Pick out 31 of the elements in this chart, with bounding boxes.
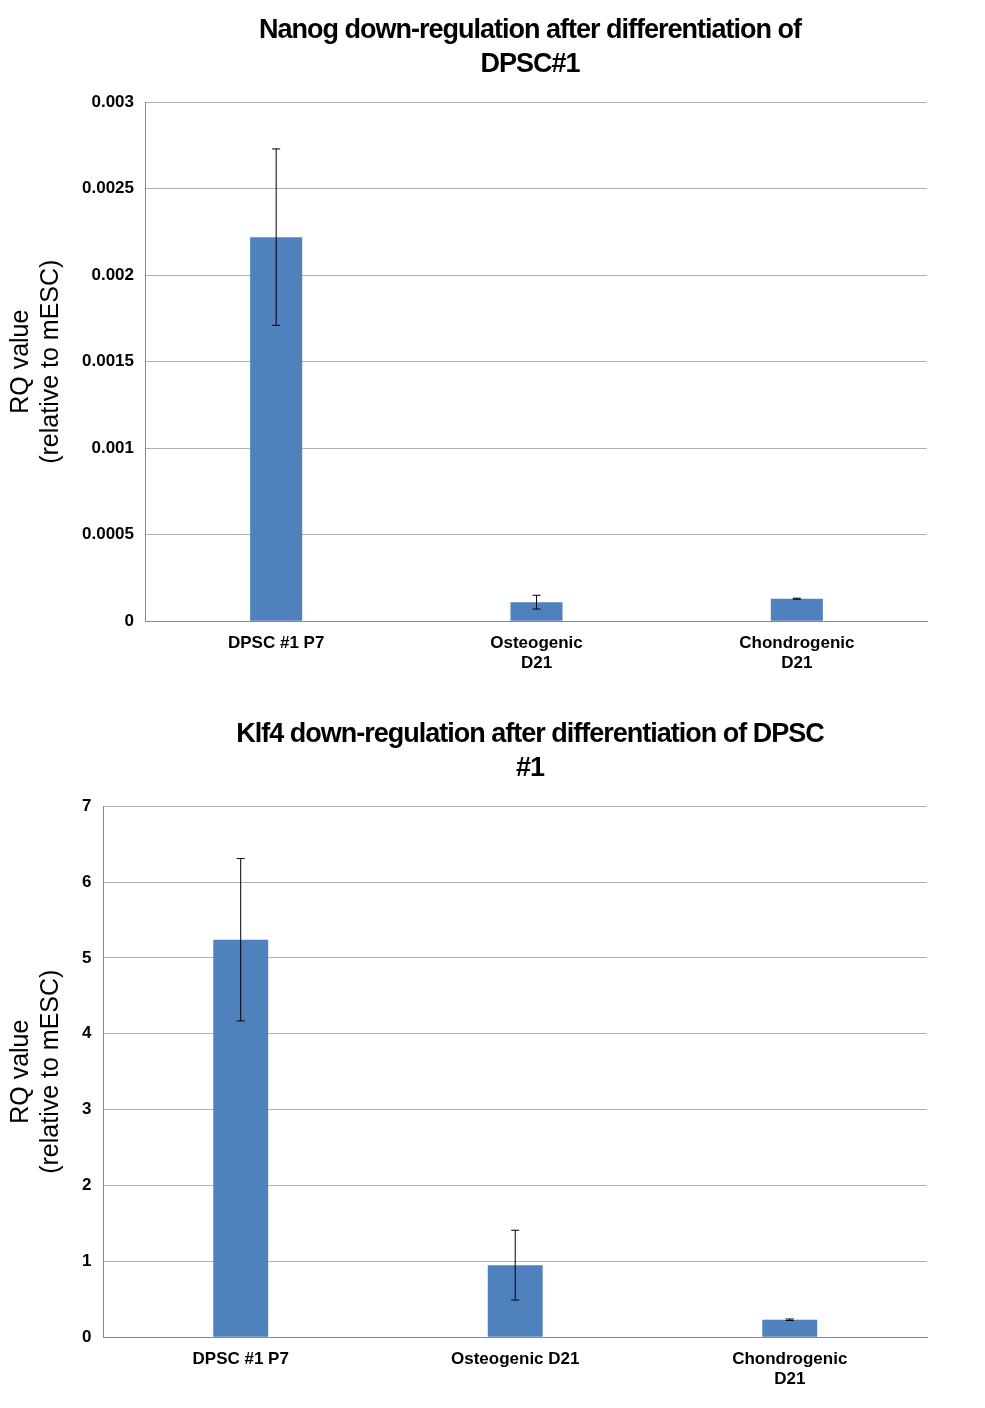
- y-tick-label: 3: [81, 1099, 92, 1119]
- chart-title: Nanog down-regulation after differentiation of DPSC#1: [258, 13, 803, 80]
- y-tick-label: 4: [81, 1023, 92, 1043]
- bar: [487, 1265, 543, 1337]
- y-tick-label: 0.003: [91, 91, 134, 111]
- bar: [250, 237, 303, 621]
- chart-title: Klf4 down-regulation after differentiation of DPSC #1: [235, 717, 825, 784]
- y-axis-title: RQ value (relative to mESC): [4, 969, 63, 1174]
- bar: [213, 939, 269, 1337]
- x-tick-label: Chondrogenic D21: [739, 633, 855, 673]
- y-tick-label: 0: [124, 610, 134, 630]
- y-tick-label: 1: [81, 1251, 92, 1271]
- x-tick-label: DPSC #1 P7: [192, 1349, 289, 1369]
- y-axis-title: RQ value (relative to mESC): [4, 259, 63, 464]
- y-tick-label: 0.0025: [82, 178, 134, 198]
- y-tick-label: 0.002: [91, 264, 134, 284]
- bar: [770, 598, 823, 621]
- bar: [510, 602, 563, 621]
- x-tick-label: Chondrogenic D21: [732, 1349, 848, 1389]
- bar: [762, 1319, 818, 1337]
- y-tick-label: 0: [81, 1326, 92, 1346]
- y-tick-label: 0.0015: [82, 351, 134, 371]
- x-tick-label: Osteogenic D21: [490, 633, 583, 673]
- x-tick-label: Osteogenic D21: [450, 1349, 580, 1369]
- y-tick-label: 7: [81, 795, 92, 815]
- y-tick-label: 5: [81, 947, 92, 967]
- y-tick-label: 6: [81, 871, 92, 891]
- y-tick-label: 2: [81, 1175, 92, 1195]
- y-tick-label: 0.001: [91, 437, 134, 457]
- x-tick-label: DPSC #1 P7: [227, 633, 325, 653]
- y-tick-label: 0.0005: [82, 524, 134, 544]
